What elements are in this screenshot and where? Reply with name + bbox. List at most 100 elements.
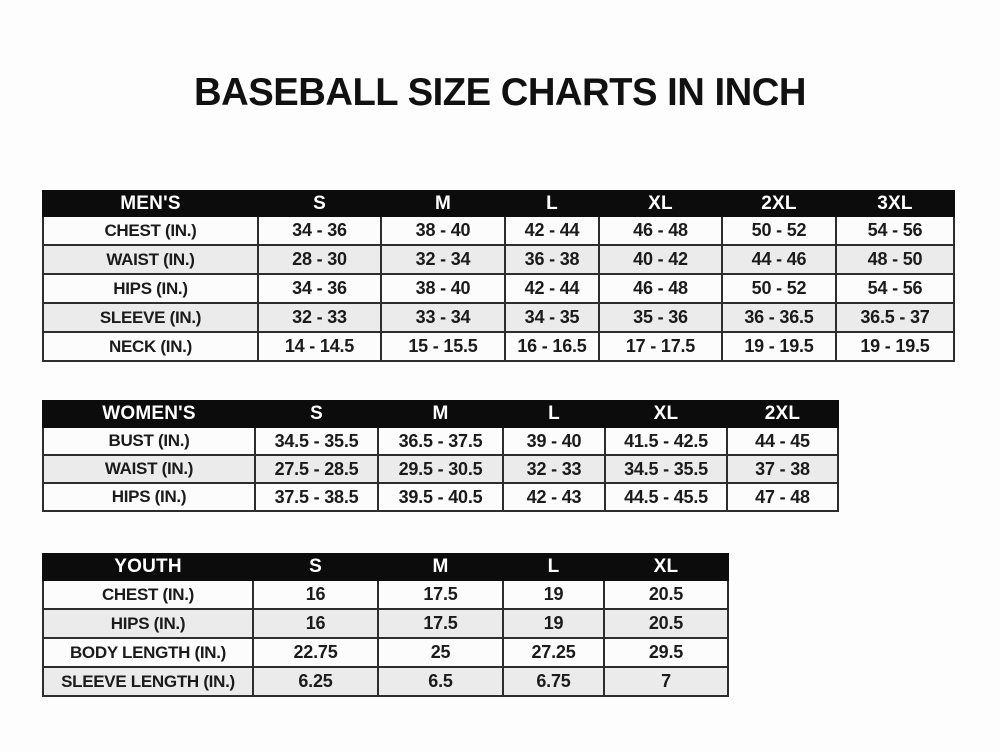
measurement-label: BODY LENGTH (IN.) xyxy=(42,637,254,668)
table-row: CHEST (IN.) 16 17.5 19 20.5 xyxy=(42,579,729,610)
size-column-header: 3XL xyxy=(835,190,955,217)
size-column-header: XL xyxy=(604,400,728,428)
size-value: 40 - 42 xyxy=(598,244,723,275)
youth-size-table: YOUTH S M L XL CHEST (IN.) 16 17.5 19 20.5 HIPS (I… xyxy=(42,553,729,697)
measurement-label: SLEEVE LENGTH (IN.) xyxy=(42,666,254,697)
size-value: 36 - 36.5 xyxy=(721,302,837,333)
size-value: 20.5 xyxy=(603,579,729,610)
size-value: 27.25 xyxy=(502,637,605,668)
size-value: 54 - 56 xyxy=(835,215,955,246)
size-value: 39 - 40 xyxy=(502,426,606,456)
size-value: 14 - 14.5 xyxy=(257,331,382,362)
header-row: WOMEN'S S M L XL 2XL xyxy=(42,400,839,428)
size-value: 17.5 xyxy=(377,579,504,610)
size-value: 42 - 44 xyxy=(504,273,600,304)
size-value: 16 xyxy=(252,608,379,639)
size-value: 39.5 - 40.5 xyxy=(377,482,504,512)
size-value: 37.5 - 38.5 xyxy=(254,482,379,512)
size-value: 54 - 56 xyxy=(835,273,955,304)
size-column-header: L xyxy=(502,553,605,581)
table-group-header: MEN'S xyxy=(42,190,259,217)
size-value: 41.5 - 42.5 xyxy=(604,426,728,456)
size-value: 6.5 xyxy=(377,666,504,697)
size-column-header: L xyxy=(502,400,606,428)
size-value: 37 - 38 xyxy=(726,454,839,484)
mens-size-table: MEN'S S M L XL 2XL 3XL CHEST (IN.) 34 - 36 38 - 4… xyxy=(42,190,955,362)
size-column-header: S xyxy=(252,553,379,581)
table-row: NECK (IN.) 14 - 14.5 15 - 15.5 16 - 16.5 17 … xyxy=(42,331,955,362)
size-value: 46 - 48 xyxy=(598,215,723,246)
size-column-header: XL xyxy=(603,553,729,581)
size-value: 19 - 19.5 xyxy=(835,331,955,362)
size-value: 44 - 46 xyxy=(721,244,837,275)
size-value: 28 - 30 xyxy=(257,244,382,275)
table-row: CHEST (IN.) 34 - 36 38 - 40 42 - 44 46 - 48 5… xyxy=(42,215,955,246)
size-value: 34 - 35 xyxy=(504,302,600,333)
table-group-header: YOUTH xyxy=(42,553,254,581)
size-value: 34 - 36 xyxy=(257,273,382,304)
size-value: 33 - 34 xyxy=(380,302,506,333)
table-row: WAIST (IN.) 27.5 - 28.5 29.5 - 30.5 32 - 33… xyxy=(42,454,839,484)
size-column-header: L xyxy=(504,190,600,217)
size-value: 36.5 - 37 xyxy=(835,302,955,333)
size-value: 47 - 48 xyxy=(726,482,839,512)
measurement-label: SLEEVE (IN.) xyxy=(42,302,259,333)
size-value: 29.5 - 30.5 xyxy=(377,454,504,484)
size-value: 15 - 15.5 xyxy=(380,331,506,362)
size-value: 34 - 36 xyxy=(257,215,382,246)
measurement-label: HIPS (IN.) xyxy=(42,608,254,639)
size-value: 46 - 48 xyxy=(598,273,723,304)
table-row: HIPS (IN.) 34 - 36 38 - 40 42 - 44 46 - 48 50… xyxy=(42,273,955,304)
size-column-header: M xyxy=(377,400,504,428)
size-value: 16 xyxy=(252,579,379,610)
size-value: 27.5 - 28.5 xyxy=(254,454,379,484)
size-value: 16 - 16.5 xyxy=(504,331,600,362)
size-column-header: 2XL xyxy=(721,190,837,217)
size-value: 17 - 17.5 xyxy=(598,331,723,362)
table-row: SLEEVE (IN.) 32 - 33 33 - 34 34 - 35 35 - 36… xyxy=(42,302,955,333)
measurement-label: WAIST (IN.) xyxy=(42,454,256,484)
table-row: HIPS (IN.) 37.5 - 38.5 39.5 - 40.5 42 - 43 4… xyxy=(42,482,839,512)
measurement-label: BUST (IN.) xyxy=(42,426,256,456)
size-value: 29.5 xyxy=(603,637,729,668)
measurement-label: NECK (IN.) xyxy=(42,331,259,362)
header-row: YOUTH S M L XL xyxy=(42,553,729,581)
size-value: 38 - 40 xyxy=(380,215,506,246)
measurement-label: HIPS (IN.) xyxy=(42,273,259,304)
size-column-header: M xyxy=(380,190,506,217)
size-column-header: S xyxy=(254,400,379,428)
size-column-header: S xyxy=(257,190,382,217)
size-column-header: XL xyxy=(598,190,723,217)
table-row: BUST (IN.) 34.5 - 35.5 36.5 - 37.5 39 - 40 4… xyxy=(42,426,839,456)
size-value: 42 - 43 xyxy=(502,482,606,512)
size-value: 6.75 xyxy=(502,666,605,697)
page-title: BASEBALL SIZE CHARTS IN INCH xyxy=(193,71,806,114)
size-value: 36.5 - 37.5 xyxy=(377,426,504,456)
table-row: WAIST (IN.) 28 - 30 32 - 34 36 - 38 40 - 42 4… xyxy=(42,244,955,275)
size-value: 42 - 44 xyxy=(504,215,600,246)
size-value: 38 - 40 xyxy=(380,273,506,304)
size-column-header: 2XL xyxy=(726,400,839,428)
size-value: 34.5 - 35.5 xyxy=(254,426,379,456)
size-value: 44.5 - 45.5 xyxy=(604,482,728,512)
header-row: MEN'S S M L XL 2XL 3XL xyxy=(42,190,955,217)
table-group-header: WOMEN'S xyxy=(42,400,256,428)
size-value: 50 - 52 xyxy=(721,215,837,246)
size-value: 44 - 45 xyxy=(726,426,839,456)
size-value: 22.75 xyxy=(252,637,379,668)
table-row: HIPS (IN.) 16 17.5 19 20.5 xyxy=(42,608,729,639)
size-value: 19 - 19.5 xyxy=(721,331,837,362)
measurement-label: CHEST (IN.) xyxy=(42,579,254,610)
table-row: BODY LENGTH (IN.) 22.75 25 27.25 29.5 xyxy=(42,637,729,668)
size-value: 50 - 52 xyxy=(721,273,837,304)
size-column-header: M xyxy=(377,553,504,581)
size-value: 48 - 50 xyxy=(835,244,955,275)
measurement-label: CHEST (IN.) xyxy=(42,215,259,246)
size-value: 36 - 38 xyxy=(504,244,600,275)
size-value: 19 xyxy=(502,579,605,610)
measurement-label: HIPS (IN.) xyxy=(42,482,256,512)
size-value: 19 xyxy=(502,608,605,639)
size-value: 25 xyxy=(377,637,504,668)
size-value: 34.5 - 35.5 xyxy=(604,454,728,484)
measurement-label: WAIST (IN.) xyxy=(42,244,259,275)
